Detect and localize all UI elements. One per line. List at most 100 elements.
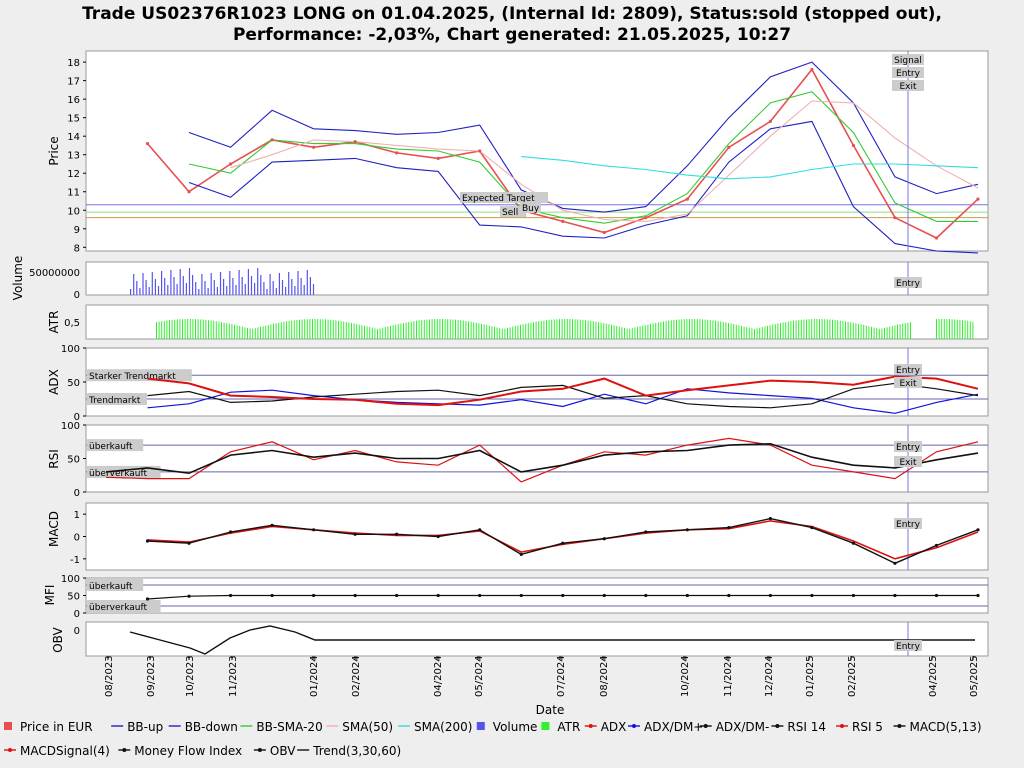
atr-bar (265, 325, 267, 339)
atr-bar (535, 321, 537, 339)
atr-bar (808, 319, 810, 339)
price-tick: 14 (67, 132, 80, 143)
adx-band-bg (87, 393, 147, 405)
rsi-band-bg (87, 439, 144, 452)
atr-bar (873, 327, 875, 339)
mfi-point (934, 593, 939, 598)
atr-bar (309, 319, 311, 339)
mfi-point (810, 593, 814, 598)
obv-panel (85, 621, 989, 657)
volume-bar (309, 277, 311, 295)
atr-bar (491, 326, 493, 339)
mfi-point (851, 593, 856, 598)
atr-bar (738, 325, 740, 339)
legend-swatch-dot (632, 724, 636, 728)
x-tick-label: 11/2024 (723, 655, 734, 697)
obv-line (129, 625, 975, 655)
mfi-band-label: überkauft (89, 582, 133, 592)
price-tick: 11 (67, 188, 80, 199)
atr-bar (834, 319, 836, 339)
macd-tick: 0 (74, 533, 80, 544)
atr-bar (447, 319, 449, 339)
atr-bar (382, 327, 384, 339)
atr-bar (361, 325, 363, 339)
atr-bar (624, 327, 625, 339)
legend-label: MACD(5,13) (910, 720, 982, 734)
atr-bar (548, 319, 550, 339)
atr-bar (208, 320, 209, 339)
price-tick: 10 (67, 206, 80, 217)
volume-bar (247, 269, 249, 295)
legend-label: RSI 5 (852, 720, 883, 734)
atr-bar (421, 320, 423, 339)
x-tick-label: 04/2025 (928, 655, 939, 697)
atr-bar (364, 325, 365, 339)
adx-signal-bg (894, 377, 922, 388)
atr-bar (585, 320, 586, 339)
mfi-point (436, 593, 440, 598)
chart-title: Trade US02376R1023 LONG on 01.04.2025, (… (82, 4, 942, 24)
volume-bar (195, 282, 197, 295)
atr-bar (460, 320, 462, 339)
atr-bar (374, 328, 376, 339)
atr-bar (608, 324, 610, 339)
mfi-band-bg (87, 600, 161, 612)
atr-bar (314, 319, 316, 339)
atr-bar (231, 324, 233, 339)
atr-bar (195, 319, 196, 339)
volume-bar (306, 270, 308, 295)
atr-bar (694, 319, 696, 339)
atr-bar (574, 319, 576, 339)
volume-bar (170, 270, 172, 295)
atr-bar (280, 322, 282, 339)
signal-label-bg (892, 67, 924, 78)
legend-label: Price in EUR (20, 720, 93, 734)
price-point (727, 145, 731, 149)
volume-bar (182, 276, 184, 295)
atr-bar (642, 325, 644, 339)
adx-dm-plus-line (147, 388, 979, 414)
atr-bar (665, 320, 667, 339)
atr-bar (780, 322, 781, 339)
volume-bar (185, 283, 187, 295)
atr-bar (611, 324, 612, 339)
price-annotation: Sell (502, 208, 518, 218)
atr-bar (267, 324, 269, 339)
x-tick-label: 12/2024 (764, 655, 775, 697)
atr-bar (241, 326, 243, 339)
atr-bar (720, 321, 722, 339)
atr-bar (301, 319, 303, 339)
atr-bar (200, 319, 202, 339)
price-point (145, 141, 150, 146)
atr-bar (312, 319, 313, 339)
atr-bar (886, 327, 888, 339)
rsi-axis-label: RSI (47, 449, 61, 469)
atr-bar (439, 319, 441, 339)
volume-bar (226, 286, 228, 295)
x-axis-label: Date (536, 703, 565, 717)
atr-bar (759, 327, 761, 339)
x-tick-label: 08/2024 (599, 655, 610, 697)
atr-bar (613, 325, 615, 339)
annotation-bg (460, 192, 548, 203)
atr-bar (951, 319, 953, 339)
x-tick-label: 11/2023 (228, 655, 239, 697)
atr-bar (247, 327, 248, 339)
rsi-signal-label: Entry (896, 443, 921, 453)
atr-bar (392, 325, 394, 339)
macd-point (644, 530, 648, 534)
atr-bar (847, 321, 849, 339)
atr-bar (655, 322, 657, 339)
price-point (934, 236, 939, 240)
atr-bar (449, 319, 451, 339)
macd-point (519, 552, 523, 556)
adx-tick: 0 (74, 412, 80, 423)
legend-swatch (4, 722, 12, 730)
atr-bar (512, 326, 514, 339)
atr-bar (884, 327, 885, 339)
atr-bar (652, 323, 654, 339)
atr-bar (793, 320, 794, 339)
atr-bar (377, 328, 378, 339)
legend-label: ADX/DM- (716, 720, 770, 734)
volume-bar (216, 287, 218, 295)
